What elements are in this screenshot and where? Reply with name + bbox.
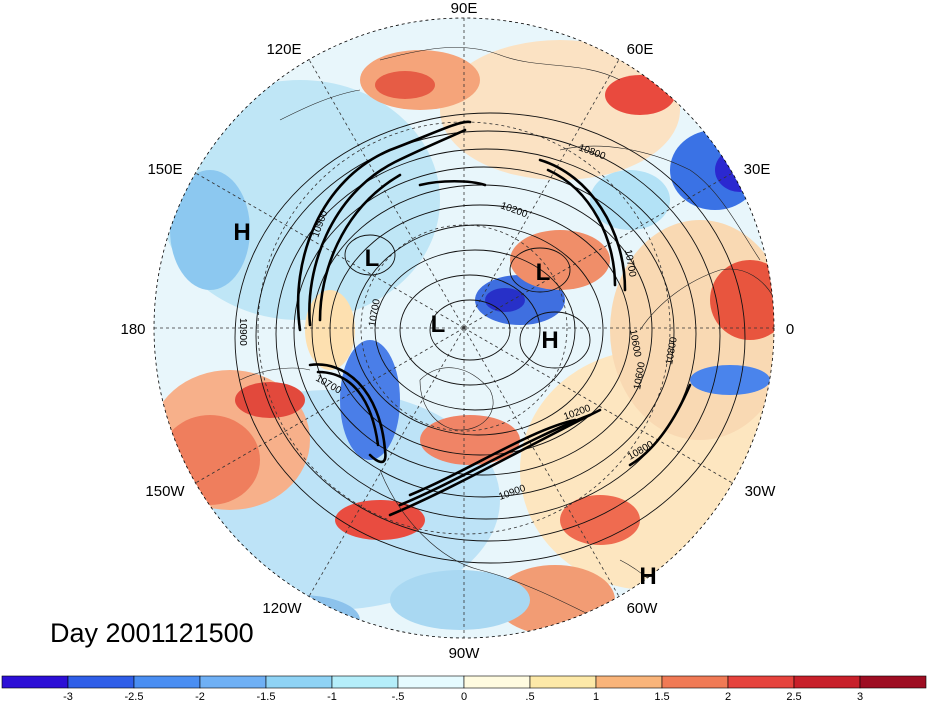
jet-contours: [296, 120, 692, 517]
lon-label-120e: 120E: [266, 41, 301, 58]
lon-label-30w: 30W: [745, 483, 777, 500]
colorbar-swatch: [265, 675, 333, 689]
colorbar-tick-label: -.5: [392, 691, 405, 702]
lon-label-90w: 90W: [449, 645, 481, 662]
pressure-center-high: H: [233, 219, 250, 246]
colorbar-swatch: [67, 675, 135, 689]
lon-label-30e: 30E: [744, 161, 771, 178]
pressure-center-low: L: [365, 245, 380, 272]
colorbar-swatch: [397, 675, 465, 689]
contour-label: 10600: [627, 329, 643, 359]
pressure-center-high: H: [639, 563, 656, 590]
colorbar-tick-label: 3: [857, 691, 863, 702]
contour-label: 10700: [622, 249, 638, 279]
lon-label-180: 180: [120, 321, 145, 338]
colorbar-tick-label: -1.5: [257, 691, 276, 702]
longitude-labels: 90E 60E 30E 0 30W 60W 90W 120W 150W 180 …: [120, 0, 794, 662]
colorbar-tick-label: -1: [327, 691, 337, 702]
map-title: Day 2001121500: [50, 618, 254, 648]
colorbar-swatch: [133, 675, 201, 689]
height-contours: [234, 112, 746, 564]
colorbar-swatch: [595, 675, 663, 689]
colorbar-tick-label: -3: [63, 691, 73, 702]
colorbar-tick-label: 1.5: [654, 691, 669, 702]
colorbar-tick-label: 0: [461, 691, 467, 702]
contour-label: 10600: [632, 361, 648, 391]
contour-label: 10900: [237, 318, 248, 346]
map-border: [153, 17, 775, 639]
colorbar: -3 -2.5 -2 -1.5 -1 -.5 0 .5 1 1.5 2 2.5 3: [1, 675, 927, 702]
colorbar-swatch: [529, 675, 597, 689]
pressure-center-low: L: [431, 311, 446, 338]
lon-label-60w: 60W: [627, 600, 659, 617]
colorbar-tick-label: .5: [525, 691, 534, 702]
colorbar-swatch: [661, 675, 729, 689]
colorbar-tick-label: 2.5: [786, 691, 801, 702]
lon-label-60e: 60E: [627, 41, 654, 58]
colorbar-swatch: [463, 675, 531, 689]
colorbar-tick-label: -2: [195, 691, 205, 702]
coastlines: [239, 47, 774, 621]
colorbar-swatch: [1, 675, 69, 689]
lon-label-150w: 150W: [145, 483, 185, 500]
colorbar-tick-label: 2: [725, 691, 731, 702]
colorbar-swatch: [859, 675, 927, 689]
pressure-center-low: L: [536, 259, 551, 286]
lon-label-120w: 120W: [262, 600, 302, 617]
pressure-center-high: H: [541, 327, 558, 354]
colorbar-swatch: [793, 675, 861, 689]
lon-label-150e: 150E: [147, 161, 182, 178]
graticule: [154, 18, 774, 638]
pressure-centers: H L L L H H: [233, 219, 656, 590]
colorbar-swatch: [331, 675, 399, 689]
colorbar-tick-label: -2.5: [125, 691, 144, 702]
contour-label: 10800: [664, 336, 680, 366]
lon-label-90e: 90E: [451, 0, 478, 17]
lon-label-0: 0: [786, 321, 794, 338]
contour-label: 10700: [367, 298, 383, 328]
colorbar-swatch: [727, 675, 795, 689]
colorbar-tick-label: 1: [593, 691, 599, 702]
colorbar-swatch: [199, 675, 267, 689]
